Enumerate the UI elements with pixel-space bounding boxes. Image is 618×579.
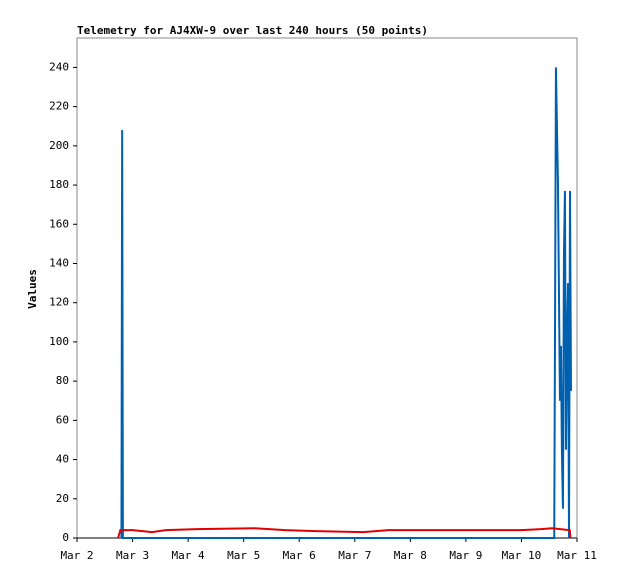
y-tick-label: 220 (49, 100, 69, 113)
x-tick-label: Mar 4 (172, 549, 205, 562)
x-tick-label: Mar 6 (283, 549, 316, 562)
x-tick-label: Mar 5 (227, 549, 260, 562)
x-tick-label: Mar 7 (338, 549, 371, 562)
y-tick-label: 0 (62, 531, 69, 544)
series-line (120, 67, 572, 539)
y-tick-label: 120 (49, 296, 69, 309)
x-tick-label: Mar 8 (394, 549, 427, 562)
y-tick-label: 160 (49, 217, 69, 230)
y-tick-label: 60 (56, 413, 69, 426)
x-tick-label: Mar 9 (449, 549, 482, 562)
x-tick-label: Mar 10 (502, 549, 542, 562)
y-tick-label: 200 (49, 139, 69, 152)
y-tick-label: 80 (56, 374, 69, 387)
y-tick-label: 140 (49, 256, 69, 269)
x-tick-label: Mar 2 (60, 549, 93, 562)
y-tick-label: 180 (49, 178, 69, 191)
y-tick-label: 20 (56, 492, 69, 505)
x-tick-label: Mar 3 (116, 549, 149, 562)
y-tick-label: 40 (56, 453, 69, 466)
y-axis-label: Values (26, 269, 39, 309)
x-tick-label: Mar 11 (557, 549, 597, 562)
series-line (117, 527, 572, 539)
y-tick-label: 240 (49, 60, 69, 73)
chart-title: Telemetry for AJ4XW-9 over last 240 hour… (77, 24, 428, 37)
y-tick-label: 100 (49, 335, 69, 348)
